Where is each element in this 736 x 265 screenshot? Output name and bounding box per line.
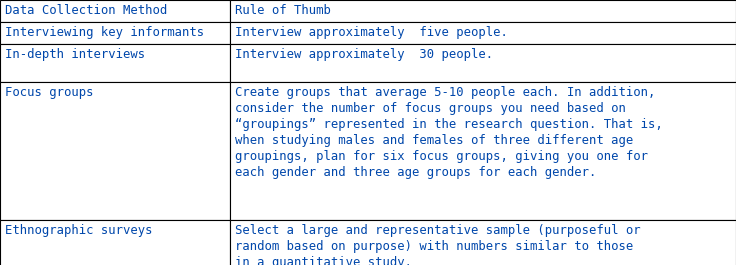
Bar [0, 44, 230, 82]
Bar [230, 22, 736, 44]
Text: Interviewing key informants: Interviewing key informants [5, 26, 204, 39]
Bar [0, 22, 230, 44]
Text: Rule of Thumb: Rule of Thumb [235, 4, 331, 17]
Bar [230, 0, 736, 22]
Text: Interview approximately  30 people.: Interview approximately 30 people. [235, 48, 493, 61]
Bar [0, 220, 230, 265]
Text: Create groups that average 5-10 people each. In addition,
consider the number of: Create groups that average 5-10 people e… [235, 86, 662, 179]
Text: Data Collection Method: Data Collection Method [5, 4, 167, 17]
Text: In-depth interviews: In-depth interviews [5, 48, 145, 61]
Bar [230, 44, 736, 82]
Bar [230, 82, 736, 220]
Text: Interview approximately  five people.: Interview approximately five people. [235, 26, 508, 39]
Text: Select a large and representative sample (purposeful or
random based on purpose): Select a large and representative sample… [235, 224, 640, 265]
Bar [230, 220, 736, 265]
Text: Ethnographic surveys: Ethnographic surveys [5, 224, 152, 237]
Bar [0, 0, 230, 22]
Text: Focus groups: Focus groups [5, 86, 93, 99]
Bar [0, 82, 230, 220]
